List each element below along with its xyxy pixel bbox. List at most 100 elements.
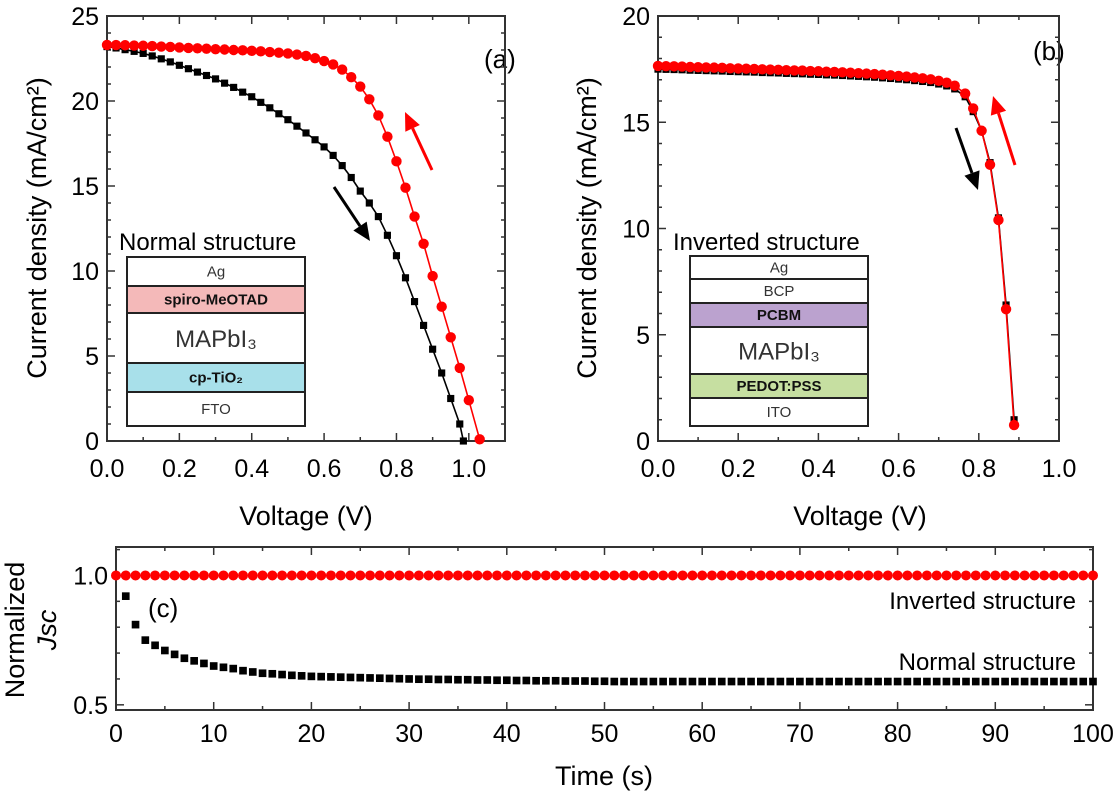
data-point (454, 675, 462, 684)
x-tick-label: 0.4 (801, 455, 836, 483)
data-point (882, 570, 893, 581)
data-point (853, 570, 864, 581)
data-point (150, 570, 161, 581)
data-point (837, 67, 848, 78)
x-tick-label: 0.6 (307, 455, 342, 483)
layer-2 (126, 312, 306, 364)
data-point (463, 675, 472, 684)
data-point (355, 81, 366, 92)
data-point (444, 675, 453, 684)
layer-label: cp-TiO₂ (189, 370, 243, 387)
y-tick-label: 15 (71, 173, 99, 201)
data-point (1019, 570, 1030, 581)
data-point (346, 673, 355, 682)
data-point (765, 570, 776, 581)
data-point (708, 62, 720, 73)
y-tick-label: 5 (636, 322, 650, 350)
data-point (942, 677, 951, 686)
data-point (296, 570, 307, 581)
data-point (246, 45, 257, 57)
data-point (981, 677, 990, 686)
data-point (306, 570, 317, 581)
data-point (1011, 677, 1019, 686)
data-point (959, 88, 971, 99)
data-point (697, 570, 708, 581)
ticks (106, 15, 506, 442)
data-point (921, 570, 932, 581)
data-point (844, 677, 853, 686)
data-point (438, 369, 446, 377)
data-point (522, 676, 531, 685)
data-point (501, 570, 512, 581)
panel-label-b: (b) (1033, 36, 1065, 66)
data-point (913, 677, 921, 686)
x-tick-label: 1.0 (1042, 455, 1077, 483)
data-point (638, 570, 649, 581)
y-tick-label: 0 (85, 428, 99, 456)
series-label-normal: Normal structure (899, 649, 1076, 676)
data-point (757, 64, 768, 75)
data-point (297, 672, 306, 680)
data-point (345, 570, 356, 581)
panel-label-a: (a) (484, 44, 516, 74)
data-point (356, 673, 365, 682)
data-point (912, 570, 923, 581)
data-point (923, 677, 931, 686)
data-point (229, 664, 238, 673)
panel-c: (c) Time (s) Normalized Jsc Inverted str… (0, 562, 1076, 791)
data-point (462, 570, 473, 581)
data-point (401, 274, 410, 282)
data-point (413, 570, 424, 581)
data-point (1079, 677, 1088, 686)
data-point (282, 48, 294, 59)
data-point (845, 67, 856, 78)
data-point (190, 657, 198, 665)
data-point (980, 570, 991, 581)
series-label-inverted: Inverted structure (889, 588, 1076, 615)
data-point (542, 676, 550, 685)
data-point (139, 49, 147, 57)
data-point (385, 674, 394, 683)
layer-3 (689, 326, 869, 375)
ticks (657, 15, 1060, 442)
data-point (692, 62, 704, 73)
x-tick-label: 0.8 (379, 455, 414, 483)
data-point (560, 570, 571, 581)
data-point (208, 570, 219, 581)
data-point (700, 62, 712, 73)
data-point (668, 61, 680, 72)
layer-label: BCP (764, 283, 795, 300)
x-tick-label: 90 (981, 720, 1009, 748)
data-point (336, 64, 348, 75)
plot-2: 0 10 20 30 40 50 60 70 80 90 100 0.5 1.0 (73, 546, 1114, 748)
data-point (255, 46, 266, 57)
data-point (629, 677, 638, 686)
x-tick-label: 0.2 (721, 455, 756, 483)
data-point (765, 64, 776, 75)
data-point (590, 677, 599, 686)
data-point (230, 83, 238, 91)
data-point (684, 61, 696, 73)
data-point (474, 434, 485, 445)
x-tick-label: 10 (200, 720, 228, 748)
data-point (884, 677, 892, 686)
data-point (825, 677, 834, 686)
data-point (492, 570, 503, 581)
data-point (1058, 570, 1069, 581)
x-axis-label-a: Voltage (V) (239, 501, 373, 531)
data-point (311, 136, 319, 144)
y-tick-label: 20 (622, 3, 650, 31)
data-point (273, 47, 285, 58)
data-point (797, 65, 808, 76)
x-tick-label: 60 (688, 720, 716, 748)
data-point (394, 570, 405, 581)
data-point (843, 570, 854, 581)
data-point (835, 677, 843, 686)
data-point (570, 570, 581, 581)
data-point (824, 570, 835, 581)
data-point (1068, 570, 1079, 581)
data-point (375, 674, 384, 683)
data-point (473, 676, 482, 684)
data-point (502, 676, 511, 685)
